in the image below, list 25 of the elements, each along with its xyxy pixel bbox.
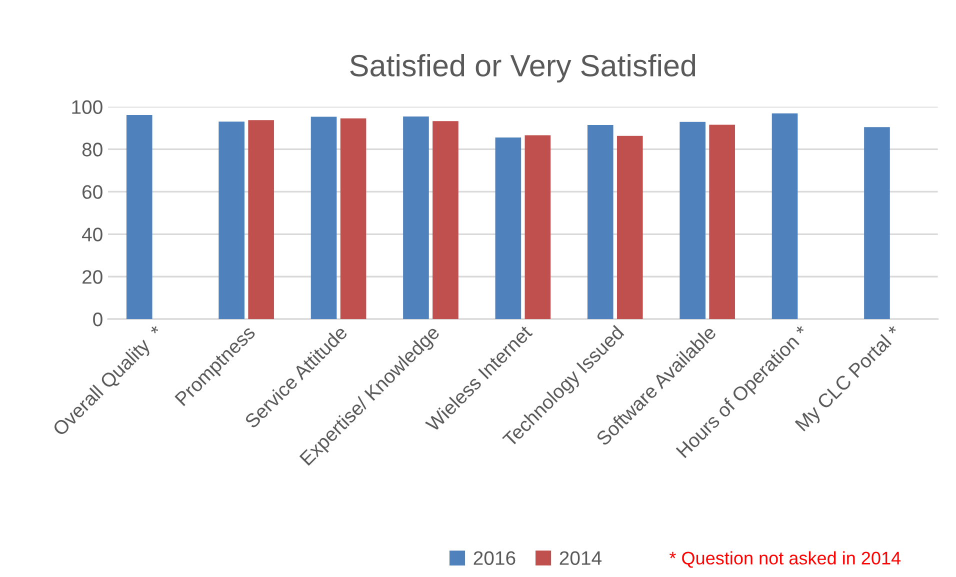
bar [524,135,551,320]
y-tick-label: 100 [72,100,102,114]
bar [340,118,366,320]
bar [772,113,798,320]
y-tick-label: 60 [82,185,102,199]
legend-label: 2014 [560,551,602,565]
legend-label: 2016 [474,551,516,565]
y-tick-label: 0 [93,312,102,326]
bar [218,122,244,320]
bar [616,136,643,320]
bar [403,116,429,320]
bar [680,122,706,320]
bar [126,115,152,320]
bar [709,124,735,320]
bar [587,125,614,320]
bar [310,116,337,320]
y-tick-label: 20 [82,270,102,284]
bar [432,121,458,320]
y-tick-label: 80 [82,142,102,156]
bar [495,138,522,320]
y-tick-label: 40 [82,228,102,242]
text: * Question not asked in 2014 [669,551,901,568]
bar [864,127,890,320]
chart-title: Satisfied or Very Satisfied [350,54,696,83]
bar [248,120,274,320]
